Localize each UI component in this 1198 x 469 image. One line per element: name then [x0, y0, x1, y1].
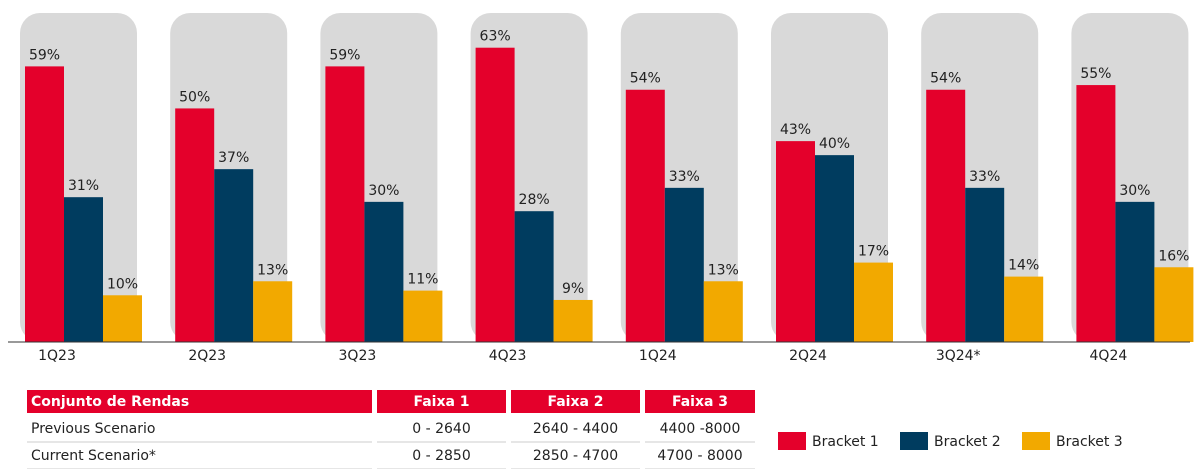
legend-swatch [1022, 432, 1050, 450]
data-label: 31% [68, 178, 99, 194]
table-cell: 4700 - 8000 [657, 448, 742, 464]
data-label: 55% [1080, 66, 1111, 82]
data-label: 14% [1008, 258, 1039, 274]
bar [776, 141, 815, 342]
bar [25, 66, 64, 342]
table-header-cell [511, 390, 640, 413]
x-tick-label: 3Q24* [936, 348, 981, 364]
data-label: 10% [107, 276, 138, 292]
table-cell: 2640 - 4400 [533, 421, 618, 437]
data-label: 16% [1158, 248, 1189, 264]
legend-label: Bracket 1 [812, 434, 879, 450]
table-cell: Previous Scenario [31, 421, 155, 437]
bar [1154, 267, 1194, 342]
data-label: 9% [562, 281, 584, 297]
bar [625, 89, 665, 342]
bar [175, 108, 215, 342]
data-label: 33% [669, 169, 700, 185]
data-label: 33% [969, 169, 1000, 185]
table-cell: Current Scenario* [31, 448, 156, 464]
data-label: 40% [819, 136, 850, 152]
data-label: 50% [179, 89, 210, 105]
bar [1004, 276, 1044, 342]
bar [325, 66, 365, 342]
bar [514, 211, 554, 342]
data-label: 63% [480, 29, 511, 45]
data-label: 54% [930, 71, 961, 87]
table-cell: 4400 -8000 [660, 421, 741, 437]
table-header-cell [377, 390, 506, 413]
bar [64, 197, 103, 342]
data-label: 30% [368, 183, 399, 199]
table-header-cell [27, 390, 372, 413]
legend-label: Bracket 2 [934, 434, 1001, 450]
table-header-text: Faixa 3 [672, 394, 728, 410]
bar [926, 89, 966, 342]
legend-swatch [900, 432, 928, 450]
table-cell: 2850 - 4700 [533, 448, 618, 464]
x-tick-label: 4Q24 [1090, 348, 1128, 364]
bar [214, 169, 254, 342]
bar [253, 281, 293, 342]
x-tick-label: 1Q24 [639, 348, 677, 364]
data-label: 30% [1119, 183, 1150, 199]
x-tick-label: 1Q23 [38, 348, 76, 364]
bar [475, 47, 515, 342]
data-label: 28% [519, 192, 550, 208]
table-cell: 0 - 2850 [412, 448, 471, 464]
x-tick-label: 2Q24 [789, 348, 827, 364]
legend-swatch [778, 432, 806, 450]
table-cell: 0 - 2640 [412, 421, 471, 437]
table-header-text: Faixa 2 [547, 394, 603, 410]
bar [703, 281, 743, 342]
data-label: 54% [630, 71, 661, 87]
bar [664, 187, 704, 342]
data-label: 37% [218, 150, 249, 166]
legend-label: Bracket 3 [1056, 434, 1123, 450]
x-tick-label: 3Q23 [339, 348, 377, 364]
bar [553, 299, 593, 342]
table-header-cell [645, 390, 755, 413]
data-label: 59% [329, 47, 360, 63]
table-header-text: Conjunto de Rendas [31, 394, 189, 410]
data-label: 13% [257, 262, 288, 278]
data-label: 17% [858, 244, 889, 260]
table-header-text: Faixa 1 [413, 394, 469, 410]
bar [815, 155, 854, 342]
data-label: 13% [708, 262, 739, 278]
x-tick-label: 4Q23 [489, 348, 527, 364]
bar [1076, 85, 1116, 343]
bar [854, 262, 893, 342]
data-label: 59% [29, 47, 60, 63]
bar [1115, 201, 1155, 342]
bar [364, 201, 404, 342]
bar [403, 290, 443, 342]
bar [103, 295, 142, 342]
x-tick-label: 2Q23 [188, 348, 226, 364]
data-label: 11% [407, 272, 438, 288]
bar [965, 187, 1005, 342]
data-label: 43% [780, 122, 811, 138]
